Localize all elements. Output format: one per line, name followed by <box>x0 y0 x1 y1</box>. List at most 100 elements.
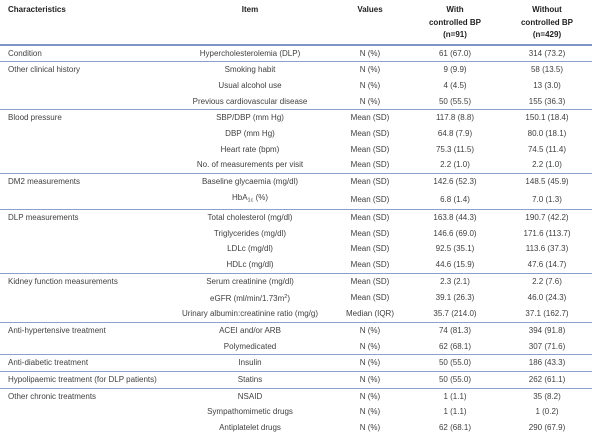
values-cell: Mean (SD) <box>332 257 408 274</box>
with-controlled-bp-cell: 61 (67.0) <box>408 44 502 63</box>
item-cell: ACEI and/or ARB <box>219 325 281 335</box>
values-cell: Mean (SD) <box>350 228 390 238</box>
without-controlled-bp-cell: 47.6 (14.7) <box>502 257 592 274</box>
values-cell: N (%) <box>332 371 408 389</box>
item-cell: Insulin <box>168 354 332 373</box>
table-row: Other clinical history Smoking habit N (%)… <box>0 62 592 78</box>
characteristic-cell: Other clinical history <box>8 65 81 75</box>
with-controlled-bp-cell: 1 (1.1) <box>443 407 467 417</box>
without-controlled-bp-cell: 58 (13.5) <box>530 65 564 75</box>
table-row: Previous cardiovascular disease N (%) 50 (… <box>0 93 592 111</box>
values-cell: Mean (SD) <box>350 113 390 123</box>
table-row: LDLc (mg/dl) Mean (SD) 92.5 (35.1) 113.6 (3… <box>0 241 592 257</box>
with-controlled-bp-cell: 62 (68.1) <box>408 338 502 356</box>
table-row: eGFR (ml/min/1.73m2) Mean (SD) 39.1 (26.3)… <box>0 290 592 307</box>
item-cell: eGFR (ml/min/1.73m2) <box>168 290 332 307</box>
characteristic-cell <box>0 142 168 158</box>
without-controlled-bp-cell: 74.5 (11.4) <box>527 144 567 154</box>
without-controlled-bp-cell: 80.0 (18.1) <box>527 129 567 139</box>
table-row: Usual alcohol use N (%) 4 (4.5) 13 (3.0) <box>0 78 592 94</box>
with-controlled-bp-cell: 117.8 (8.8) <box>435 113 475 123</box>
characteristic-cell: Hypolipaemic treatment (for DLP patients… <box>0 371 168 389</box>
without-controlled-bp-cell: 7.0 (1.3) <box>502 189 592 211</box>
header-with-controlled-bp: With controlled BP (n=91) <box>408 0 502 46</box>
without-controlled-bp-cell: 171.6 (113.7) <box>523 228 571 238</box>
table-header: Characteristics Item Values With control… <box>0 0 592 46</box>
characteristic-cell <box>0 241 168 257</box>
with-controlled-bp-cell: 35.7 (214.0) <box>408 306 502 323</box>
without-controlled-bp-cell: 290 (67.9) <box>502 420 592 436</box>
without-controlled-bp-cell: 2.2 (7.6) <box>532 276 562 286</box>
item-cell: Baseline glycaemia (mg/dl) <box>201 177 299 187</box>
characteristic-cell: Kidney function measurements <box>8 276 118 286</box>
characteristic-cell <box>0 257 168 274</box>
table-row: Heart rate (bpm) Mean (SD) 75.3 (11.5) 74.5… <box>0 142 592 158</box>
with-controlled-bp-cell: 74 (81.3) <box>438 325 472 335</box>
table-row: No. of measurements per visit Mean (SD) 2.… <box>0 157 592 175</box>
values-cell: Mean (SD) <box>350 177 390 187</box>
item-cell: Polymedicated <box>168 338 332 356</box>
characteristic-cell: Anti-hypertensive treatment <box>8 325 106 335</box>
values-cell: N (%) <box>359 407 381 417</box>
item-cell: HbA1c (%) <box>168 189 332 211</box>
item-cell: Smoking habit <box>224 65 276 75</box>
values-cell: Mean (SD) <box>332 189 408 211</box>
item-cell: Triglycerides (mg/dl) <box>213 228 287 238</box>
values-cell: N (%) <box>359 391 381 401</box>
item-cell: Antiplatelet drugs <box>168 420 332 436</box>
characteristic-cell: Blood pressure <box>8 113 62 123</box>
item-text-part: 2 <box>284 293 288 300</box>
item-cell: DBP (mm Hg) <box>225 129 275 139</box>
without-controlled-bp-cell: 314 (73.2) <box>502 44 592 63</box>
without-controlled-bp-cell: 190.7 (42.2) <box>525 213 569 223</box>
characteristic-cell <box>0 78 168 94</box>
item-cell: Serum creatinine (mg/dl) <box>206 276 294 286</box>
table-row: Condition Hypercholesterolemia (DLP) N (%)… <box>0 44 592 63</box>
item-cell: NSAID <box>237 391 263 401</box>
without-controlled-bp-cell: 394 (91.8) <box>528 325 566 335</box>
characteristic-cell <box>0 290 168 307</box>
values-cell: Mean (SD) <box>350 244 390 254</box>
values-cell: Median (IQR) <box>332 306 408 323</box>
header-values: Values <box>332 0 408 46</box>
table-row: DLP measurements Total cholesterol (mg/dl… <box>0 210 592 226</box>
values-cell: Mean (SD) <box>350 144 390 154</box>
table-body: Condition Hypercholesterolemia (DLP) N (%)… <box>0 44 592 436</box>
table-row: HDLc (mg/dl) Mean (SD) 44.6 (15.9) 47.6 (14… <box>0 257 592 274</box>
characteristic-cell <box>0 306 168 323</box>
values-cell: Mean (SD) <box>350 213 390 223</box>
item-cell: SBP/DBP (mm Hg) <box>216 113 284 123</box>
values-cell: N (%) <box>332 354 408 373</box>
item-cell: Heart rate (bpm) <box>220 144 280 154</box>
with-controlled-bp-cell: 39.1 (26.3) <box>435 293 475 303</box>
characteristic-cell <box>0 126 168 142</box>
with-controlled-bp-cell: 50 (55.0) <box>408 354 502 373</box>
table-row: Hypolipaemic treatment (for DLP patients… <box>0 371 592 389</box>
characteristic-cell: DM2 measurements <box>8 177 81 187</box>
item-text-part: ) <box>287 293 290 303</box>
without-controlled-bp-cell: 155 (36.3) <box>502 93 592 111</box>
item-cell: HDLc (mg/dl) <box>168 257 332 274</box>
with-controlled-bp-cell: 2.2 (1.0) <box>408 157 502 175</box>
without-controlled-bp-cell: 262 (61.1) <box>502 371 592 389</box>
item-text-part: 1c <box>247 197 254 204</box>
values-cell: N (%) <box>359 80 381 90</box>
header-characteristics: Characteristics <box>0 0 168 46</box>
values-cell: N (%) <box>332 44 408 63</box>
with-controlled-bp-cell: 146.6 (69.0) <box>433 228 477 238</box>
values-cell: Mean (SD) <box>350 276 390 286</box>
values-cell: Mean (SD) <box>332 157 408 175</box>
table-row: Kidney function measurements Serum creati… <box>0 273 592 289</box>
characteristic-cell: Anti-diabetic treatment <box>0 354 168 373</box>
header-item: Item <box>168 0 332 46</box>
item-cell: Statins <box>168 371 332 389</box>
with-controlled-bp-cell: 92.5 (35.1) <box>435 244 475 254</box>
without-controlled-bp-cell: 13 (3.0) <box>533 80 561 90</box>
characteristic-cell <box>0 226 168 242</box>
item-cell: Urinary albumin:creatinine ratio (mg/g) <box>168 306 332 323</box>
table-row: Antiplatelet drugs N (%) 62 (68.1) 290 (67.… <box>0 420 592 436</box>
characteristic-cell <box>0 93 168 111</box>
item-text-part: HbA <box>231 192 248 202</box>
characteristic-cell <box>0 404 168 420</box>
